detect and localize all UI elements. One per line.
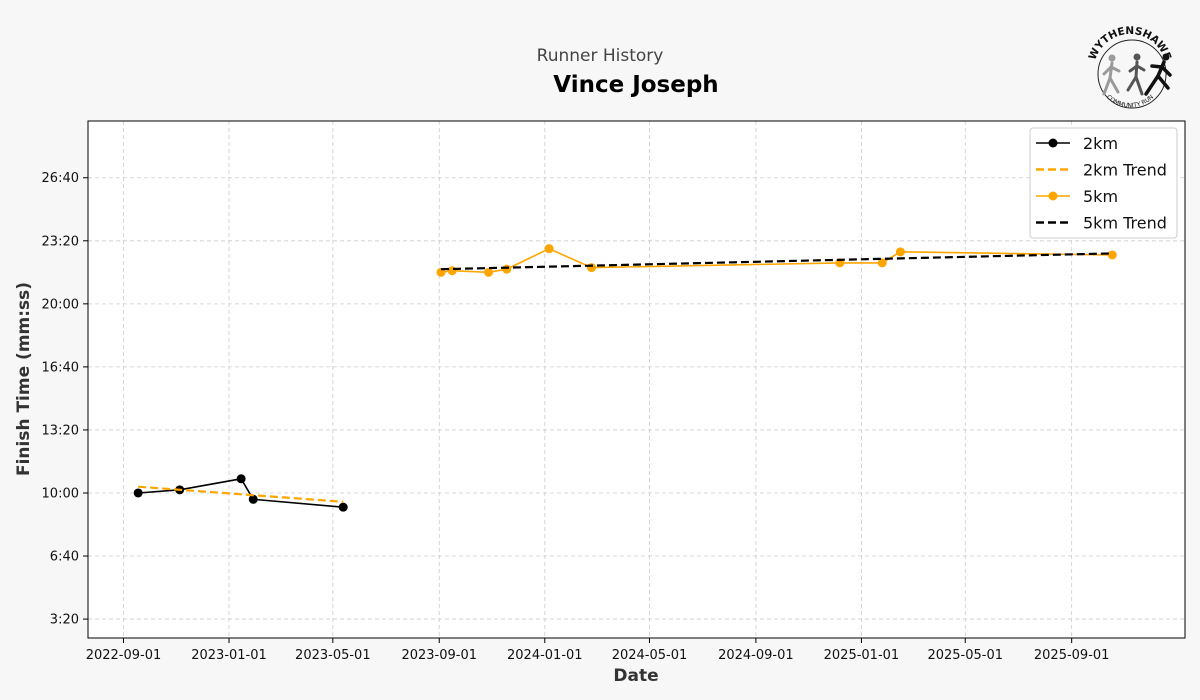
data-point-2km bbox=[236, 474, 246, 484]
data-point-5km bbox=[544, 244, 554, 254]
data-point-5km bbox=[587, 263, 597, 273]
chart-subtitle: Runner History bbox=[536, 46, 664, 66]
chart-title: Vince Joseph bbox=[553, 72, 719, 98]
data-point-2km bbox=[133, 488, 143, 498]
legend-label-5km: 5km bbox=[1083, 187, 1118, 206]
plot-frame bbox=[87, 120, 1186, 639]
legend-marker-2km bbox=[1048, 138, 1058, 148]
legend-label-5km-trend: 5km Trend bbox=[1083, 214, 1167, 233]
y-axis-title: Finish Time (mm:ss) bbox=[14, 282, 34, 476]
data-point-5km bbox=[877, 258, 887, 268]
legend-box bbox=[1029, 127, 1178, 239]
x-tick-label: 2024-05-01 bbox=[612, 648, 688, 663]
legend-label-2km: 2km bbox=[1083, 134, 1118, 153]
data-point-5km bbox=[502, 264, 512, 274]
x-tick-label: 2024-09-01 bbox=[718, 648, 794, 663]
wythenshawe-logo: WYTHENSHAWE COMMUNITY RUN bbox=[1087, 25, 1174, 110]
runner-figure-light bbox=[1102, 54, 1121, 96]
data-point-5km bbox=[895, 247, 905, 257]
legend: 2km 2km Trend 5km 5km Trend bbox=[1029, 127, 1178, 239]
runner-figure-mid bbox=[1126, 53, 1146, 96]
data-point-5km bbox=[484, 267, 494, 277]
data-point-2km bbox=[248, 494, 258, 504]
data-point-5km bbox=[447, 266, 457, 276]
y-tick-label: 20:00 bbox=[42, 297, 79, 312]
grid-lines bbox=[88, 121, 1185, 638]
data-point-5km bbox=[1107, 250, 1117, 260]
legend-label-2km-trend: 2km Trend bbox=[1083, 161, 1167, 180]
y-tick-label: 3:20 bbox=[50, 613, 79, 628]
y-tick-label: 10:00 bbox=[42, 486, 79, 501]
x-tick-label: 2023-09-01 bbox=[401, 648, 477, 663]
x-tick-label: 2023-05-01 bbox=[295, 648, 371, 663]
series-line-2km-trend bbox=[138, 485, 344, 503]
x-tick-label: 2024-01-01 bbox=[507, 648, 583, 663]
y-tick-label: 23:20 bbox=[42, 234, 79, 249]
x-tick-label: 2025-05-01 bbox=[927, 648, 1003, 663]
x-tick-label: 2025-01-01 bbox=[824, 648, 900, 663]
logo-text-bottom: COMMUNITY RUN bbox=[1105, 94, 1155, 110]
series-line-5km-trend bbox=[440, 252, 1113, 271]
y-tick-label: 26:40 bbox=[42, 171, 79, 186]
data-point-2km bbox=[338, 502, 348, 512]
x-tick-label: 2023-01-01 bbox=[191, 648, 267, 663]
y-tick-label: 6:40 bbox=[50, 550, 79, 565]
y-tick-label: 16:40 bbox=[42, 360, 79, 375]
axes: 2022-09-01 2023-01-01 2023-05-01 2023-09-01… bbox=[42, 171, 1110, 663]
logo-ring bbox=[1097, 39, 1167, 109]
y-tick-label: 13:20 bbox=[42, 423, 79, 438]
runner-figure-dark bbox=[1144, 53, 1172, 96]
x-tick-label: 2022-09-01 bbox=[86, 648, 162, 663]
legend-marker-5km bbox=[1048, 191, 1058, 201]
plot-area bbox=[88, 121, 1185, 638]
series-layer bbox=[133, 244, 1117, 512]
logo-text-top: WYTHENSHAWE bbox=[1087, 25, 1174, 62]
series-line-5km bbox=[440, 247, 1113, 274]
x-axis-title: Date bbox=[613, 666, 658, 686]
x-tick-label: 2025-09-01 bbox=[1034, 648, 1110, 663]
